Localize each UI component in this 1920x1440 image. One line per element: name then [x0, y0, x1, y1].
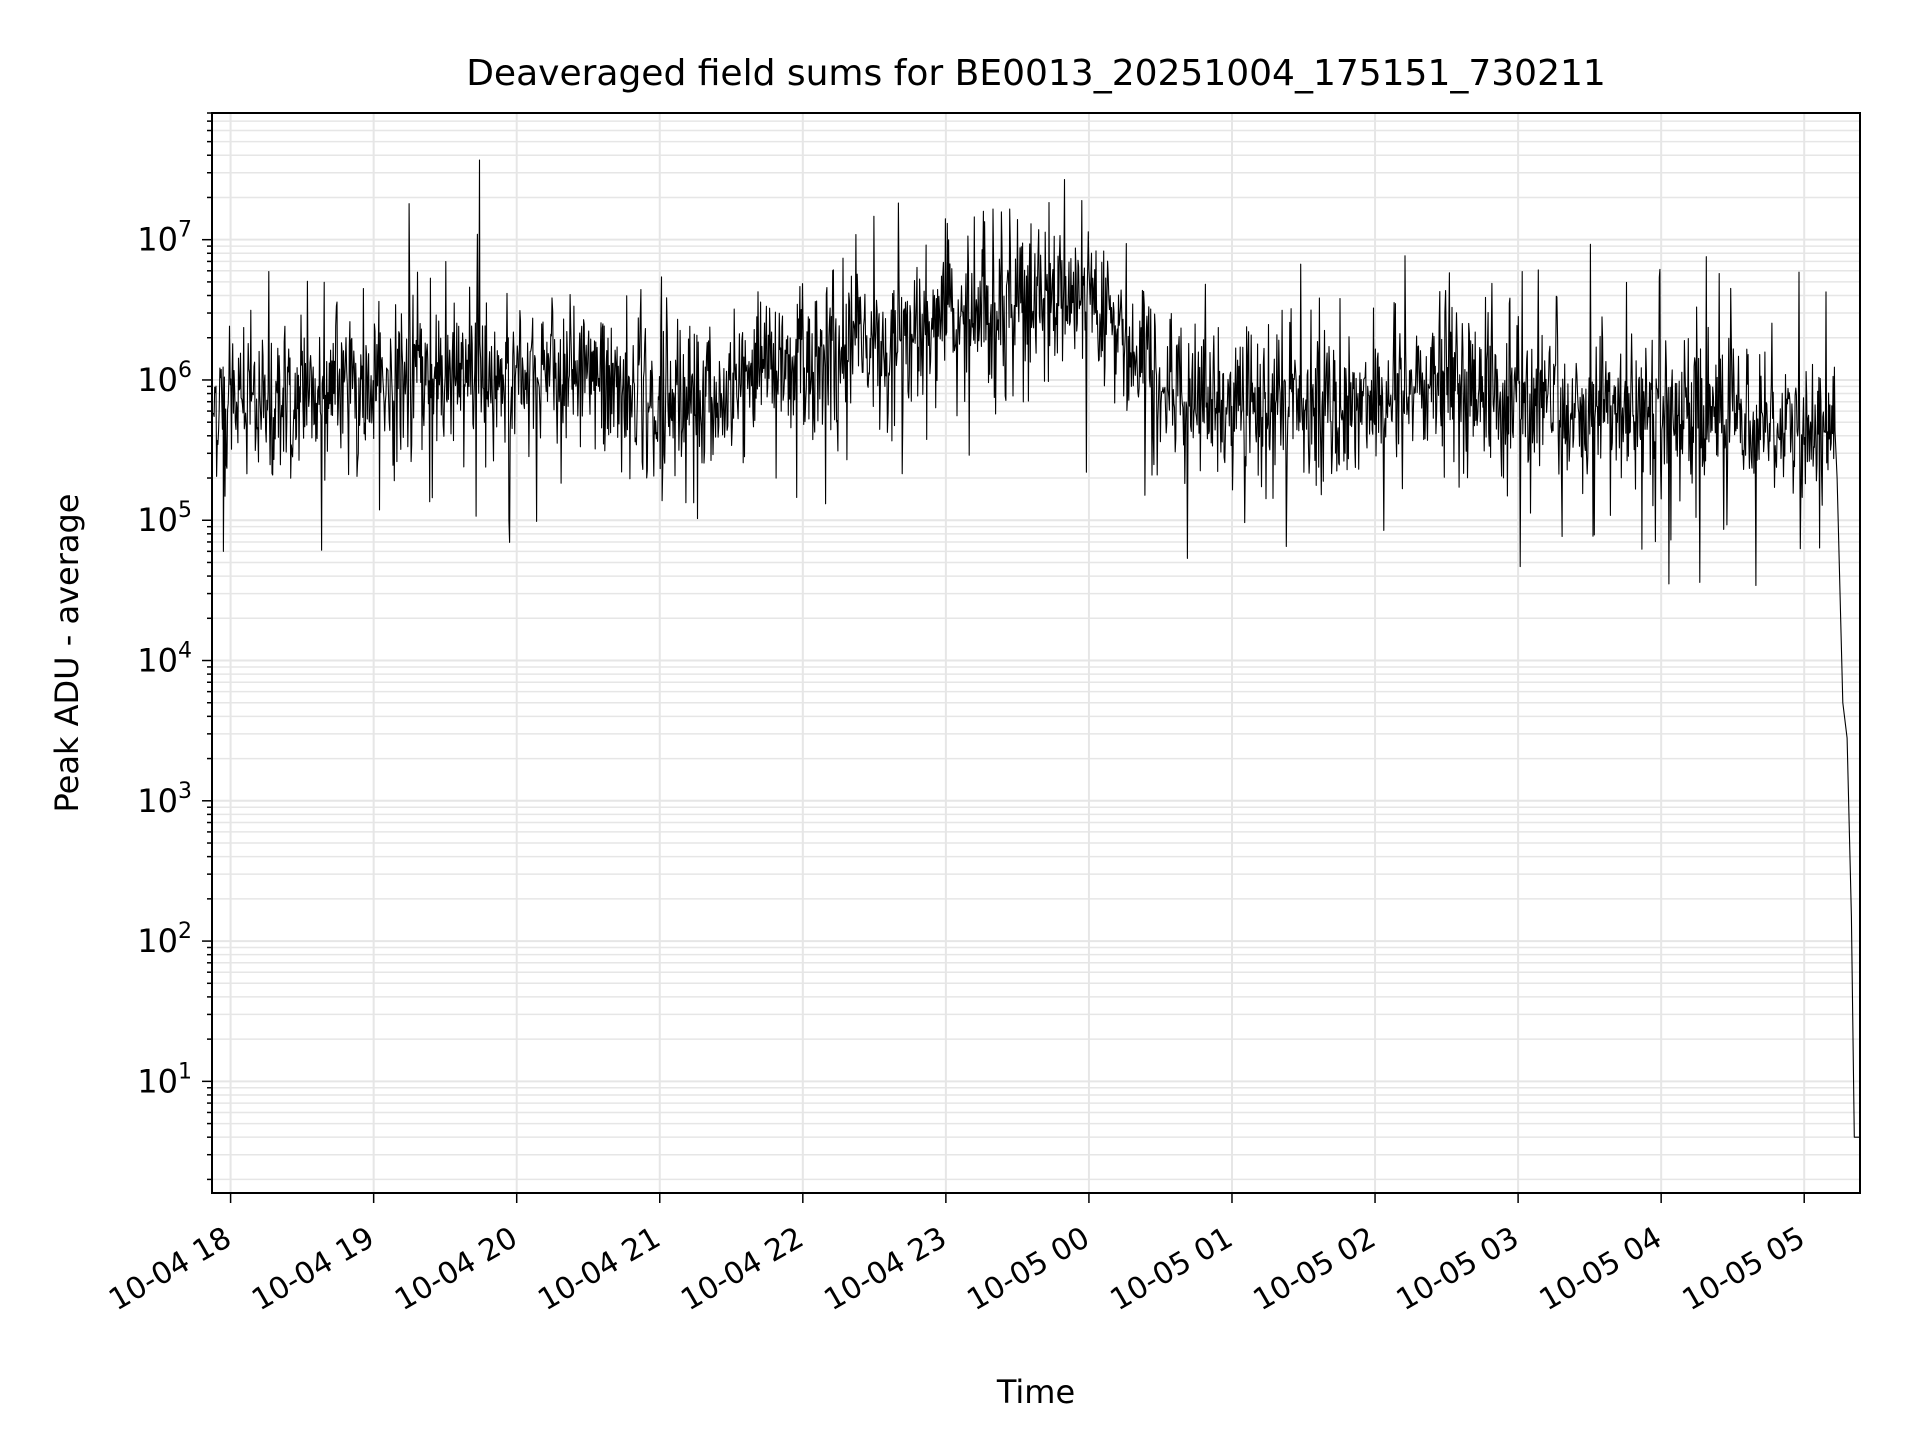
y-tick-label: 104: [137, 639, 192, 680]
y-tick-label: 102: [137, 919, 192, 960]
series-layer: [212, 159, 1860, 1138]
y-tick-label: 101: [137, 1059, 192, 1100]
y-tick-label: 107: [137, 218, 192, 259]
y-axis-label: Peak ADU - average: [48, 494, 86, 813]
series-line: [212, 159, 1860, 1138]
grid: [212, 112, 1860, 1193]
chart-title: Deaveraged field sums for BE0013_2025100…: [466, 53, 1606, 94]
y-tick-label: 105: [137, 498, 192, 539]
y-tick-label: 103: [137, 779, 192, 820]
y-tick-label: 106: [137, 358, 192, 399]
x-axis-label: Time: [996, 1373, 1075, 1411]
axes-frame: [211, 112, 1861, 1194]
